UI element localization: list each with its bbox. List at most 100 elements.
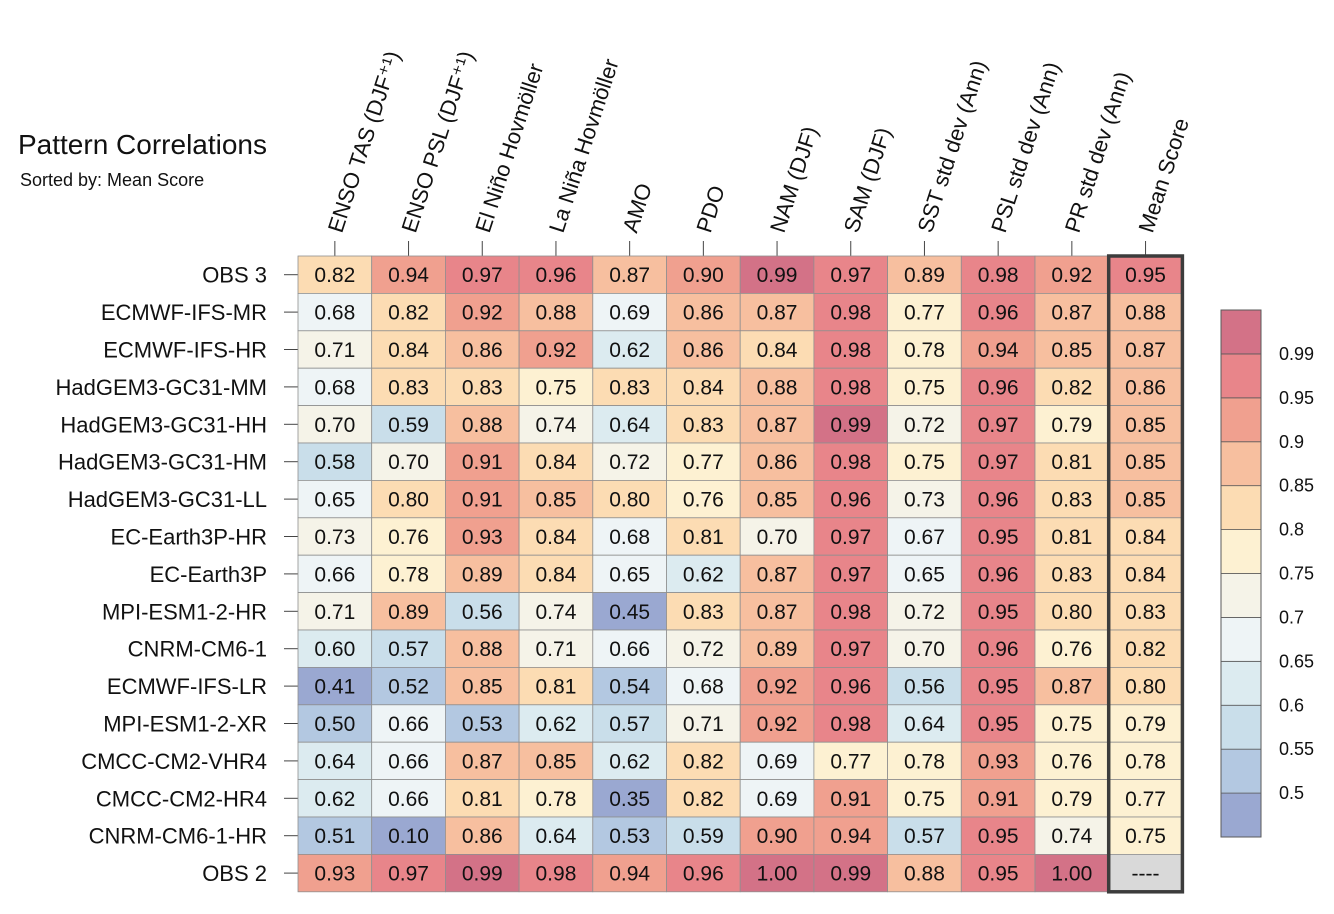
heatmap-cell xyxy=(666,442,741,481)
cell-value: 0.96 xyxy=(978,489,1019,512)
heatmap-cell xyxy=(739,255,815,294)
heatmap-cell xyxy=(518,704,594,743)
heatmap-cell xyxy=(666,592,741,631)
cell-value: 0.79 xyxy=(1051,414,1092,437)
heatmap-cell xyxy=(1034,255,1110,294)
cell-value: 0.87 xyxy=(757,414,798,437)
heatmap-cell xyxy=(1108,592,1183,631)
heatmap-cell xyxy=(1034,517,1110,556)
heatmap-cell xyxy=(518,405,594,444)
cell-value: 0.62 xyxy=(683,563,724,586)
cell-value: 0.98 xyxy=(830,451,871,474)
heatmap-cell xyxy=(371,405,446,444)
heatmap-cell xyxy=(1034,704,1110,743)
heatmap-cell xyxy=(297,405,373,444)
cell-value: 0.98 xyxy=(536,863,577,886)
chart-subtitle: Sorted by: Mean Score xyxy=(20,170,204,190)
heatmap-cell xyxy=(813,479,889,519)
heatmap-cell xyxy=(960,367,1036,407)
row-label: ECMWF-IFS-MR xyxy=(101,300,267,325)
cell-value: 0.90 xyxy=(683,264,724,287)
heatmap-cell xyxy=(739,854,815,893)
cell-value: 0.92 xyxy=(757,713,798,736)
heatmap-cell xyxy=(297,629,373,668)
cell-value: 0.84 xyxy=(536,526,577,549)
row-label: CMCC-CM2-HR4 xyxy=(96,786,267,811)
heatmap-cell xyxy=(1034,741,1110,781)
colorbar-tick-label: 0.65 xyxy=(1279,651,1314,671)
heatmap-cell xyxy=(371,592,446,631)
row-labels: OBS 3 ECMWF-IFS-MR ECMWF-IFS-HR HadGEM3-GC3… xyxy=(56,263,298,886)
cell-value: 0.92 xyxy=(1051,264,1092,287)
cell-value: 0.98 xyxy=(830,302,871,325)
cell-value: 0.71 xyxy=(683,713,724,736)
cell-value: 0.95 xyxy=(978,676,1019,699)
heatmap-cell xyxy=(887,330,962,369)
heatmap-cell xyxy=(739,629,815,668)
cell-value: 0.95 xyxy=(978,713,1019,736)
cell-value: 0.58 xyxy=(314,451,355,474)
heatmap-cell xyxy=(592,741,667,781)
cell-value: 0.75 xyxy=(536,376,577,399)
cell-value: 0.95 xyxy=(978,863,1019,886)
heatmap-cell xyxy=(1034,292,1110,332)
cell-value: 0.54 xyxy=(609,676,650,699)
cell-value: 0.80 xyxy=(1051,601,1092,624)
cell-value: 0.99 xyxy=(757,264,798,287)
heatmap-cell xyxy=(1034,330,1110,369)
heatmap-cell xyxy=(1108,255,1183,294)
column-label: SAM (DJF) xyxy=(839,124,896,235)
cell-value: 0.86 xyxy=(683,302,724,325)
heatmap-cell xyxy=(887,479,962,519)
cell-value: 0.62 xyxy=(609,750,650,773)
cell-value: 0.10 xyxy=(388,825,429,848)
cell-value: 0.71 xyxy=(314,601,355,624)
heatmap-cell xyxy=(887,704,962,743)
cell-value: 0.87 xyxy=(757,601,798,624)
cell-value: 0.88 xyxy=(1125,302,1166,325)
cell-value: 0.96 xyxy=(536,264,577,287)
heatmap-cell xyxy=(887,405,962,444)
heatmap-cell xyxy=(813,405,889,444)
heatmap-cell xyxy=(887,255,962,294)
cell-value: 0.66 xyxy=(388,750,429,773)
column-label: ENSO PSL (DJF⁺¹) xyxy=(397,48,479,236)
cell-value: 0.76 xyxy=(1051,750,1092,773)
cell-value: 0.89 xyxy=(388,601,429,624)
cell-value: 0.98 xyxy=(830,713,871,736)
cell-value: 0.95 xyxy=(978,526,1019,549)
cell-value: 0.77 xyxy=(830,750,871,773)
cell-value: 0.87 xyxy=(1051,676,1092,699)
heatmap-cell xyxy=(739,479,815,519)
cell-value: 0.57 xyxy=(388,638,429,661)
heatmap-cell xyxy=(297,479,373,519)
cell-value: 0.77 xyxy=(1125,788,1166,811)
cell-value: 0.94 xyxy=(388,264,429,287)
cell-value: 0.81 xyxy=(683,526,724,549)
heatmap-cell xyxy=(592,330,667,369)
cell-value: 0.71 xyxy=(536,638,577,661)
heatmap-cell xyxy=(592,554,667,594)
cell-value: 0.62 xyxy=(314,788,355,811)
heatmap-cell xyxy=(1034,405,1110,444)
heatmap-cell xyxy=(666,367,741,407)
heatmap-cell xyxy=(371,255,446,294)
heatmap-cell xyxy=(297,367,373,407)
colorbar-swatch xyxy=(1220,309,1262,355)
column-labels: ENSO TAS (DJF⁺¹)ENSO PSL (DJF⁺¹)El Niño … xyxy=(323,48,1194,256)
cell-value: 0.85 xyxy=(757,489,798,512)
cell-value: 0.94 xyxy=(978,339,1019,362)
cell-value: 0.74 xyxy=(536,601,577,624)
cell-value: 0.62 xyxy=(609,339,650,362)
heatmap-cell xyxy=(592,667,667,706)
cell-value: 0.56 xyxy=(904,676,945,699)
cell-value: 0.84 xyxy=(388,339,429,362)
column-label: NAM (DJF) xyxy=(765,123,823,235)
heatmap-cell xyxy=(813,854,889,893)
row-label: MPI-ESM1-2-XR xyxy=(103,712,267,737)
heatmap-cell xyxy=(1108,367,1183,407)
heatmap-cell xyxy=(444,517,520,556)
cell-value: 0.65 xyxy=(609,563,650,586)
cell-value: 0.98 xyxy=(830,601,871,624)
cell-value: 0.76 xyxy=(388,526,429,549)
